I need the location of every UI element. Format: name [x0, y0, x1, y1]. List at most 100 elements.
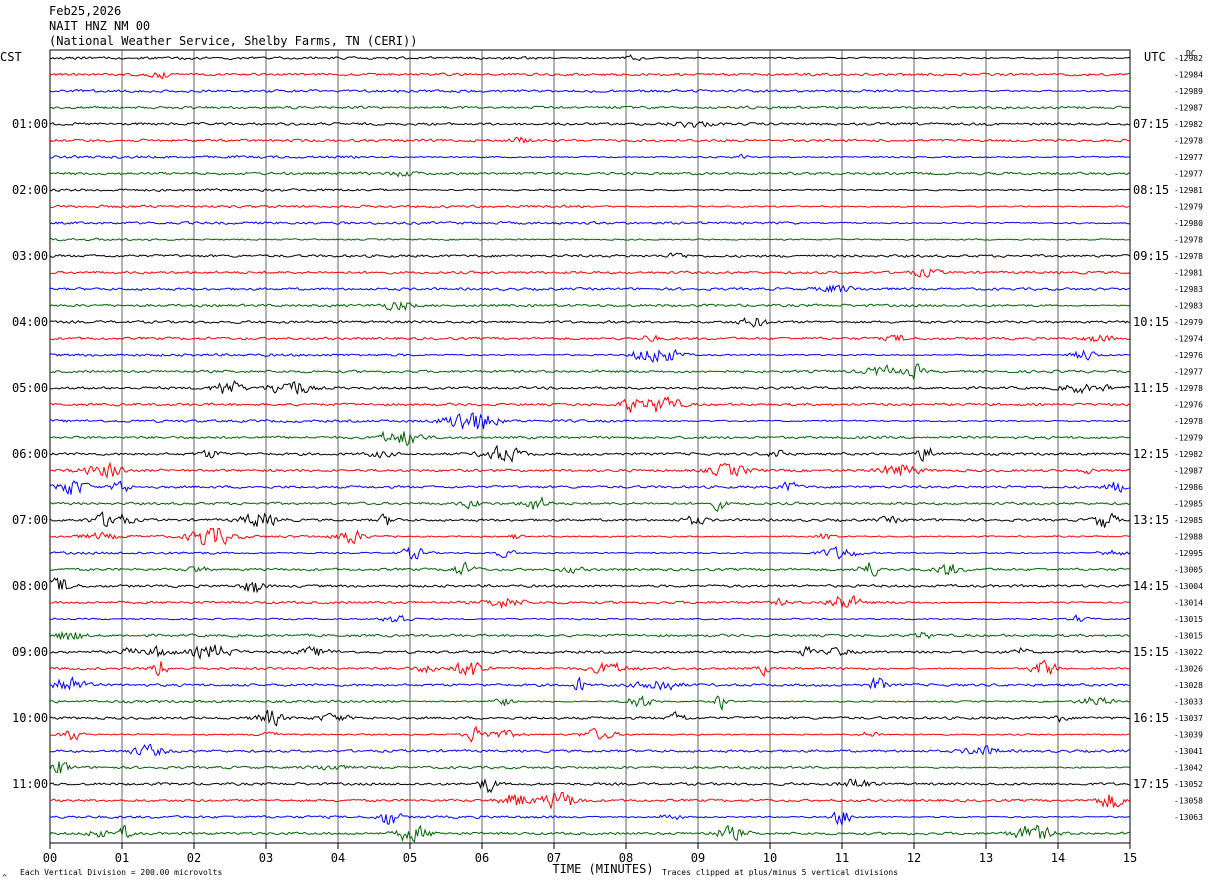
seismic-trace: [49, 644, 1131, 661]
right-timezone-label: UTC: [1144, 50, 1166, 64]
x-tick-label: 02: [187, 851, 201, 865]
dc-offset-label: -12986: [1174, 483, 1203, 492]
hour-label-cst: 07:00: [12, 513, 48, 527]
clipping-note: Traces clipped at plus/minus 5 vertical …: [662, 868, 898, 877]
seismic-trace: [49, 89, 1131, 93]
seismic-trace: [49, 252, 1131, 259]
header-station: NAIT HNZ NM 00: [49, 19, 151, 33]
seismic-trace: [49, 695, 1131, 712]
dc-offset-label: -12987: [1174, 467, 1203, 476]
hour-label-utc: 17:15: [1133, 777, 1169, 791]
seismic-trace: [49, 495, 1131, 512]
dc-offset-label: -12977: [1174, 153, 1203, 162]
seismic-trace: [49, 444, 1131, 464]
x-tick-label: 06: [475, 851, 489, 865]
dc-offset-label: -13022: [1174, 648, 1203, 657]
dc-offset-label: -12977: [1174, 170, 1203, 179]
seismic-trace: [49, 527, 1131, 546]
seismic-trace: [49, 412, 1131, 431]
dc-offset-label: -12978: [1174, 137, 1203, 146]
dc-offset-label: -13058: [1174, 797, 1203, 806]
seismic-trace: [49, 334, 1131, 343]
dc-offset-label: -12985: [1174, 500, 1203, 509]
dc-offset-label: -12982: [1174, 120, 1203, 129]
seismic-trace: [49, 268, 1131, 278]
x-tick-label: 05: [403, 851, 417, 865]
dc-offset-label: -13004: [1174, 582, 1203, 591]
hour-label-utc: 08:15: [1133, 183, 1169, 197]
seismic-trace: [49, 725, 1131, 743]
seismic-trace: [49, 317, 1131, 328]
dc-offset-label: -12979: [1174, 434, 1203, 443]
seismic-trace: [49, 790, 1131, 809]
seismic-trace: [49, 761, 1130, 774]
dc-offset-label: -12978: [1174, 252, 1203, 261]
seismic-trace: [49, 659, 1131, 678]
seismic-trace: [49, 348, 1131, 363]
x-tick-label: 00: [43, 851, 57, 865]
x-tick-label: 12: [907, 851, 921, 865]
dc-offset-label: -13015: [1174, 615, 1203, 624]
dc-offset-label: -12988: [1174, 533, 1203, 542]
hour-label-utc: 11:15: [1133, 381, 1169, 395]
dc-offset-label: -12977: [1174, 368, 1203, 377]
dc-offset-label: -12974: [1174, 335, 1203, 344]
x-tick-label: 10: [763, 851, 777, 865]
x-tick-label: 07: [547, 851, 561, 865]
hour-label-cst: 10:00: [12, 711, 48, 725]
dc-offset-label: -12982: [1174, 450, 1203, 459]
seismic-trace: [49, 811, 1131, 826]
seismic-trace: [49, 545, 1131, 560]
seismic-trace: [49, 120, 1131, 129]
dc-offset-label: -12976: [1174, 401, 1203, 410]
dc-offset-label: -12981: [1174, 186, 1203, 195]
seismic-trace: [49, 220, 1131, 225]
x-tick-label: 14: [1051, 851, 1065, 865]
dc-offset-label: -13063: [1174, 813, 1203, 822]
dc-offset-label: -13042: [1174, 764, 1203, 773]
dc-offset-label: -13052: [1174, 780, 1203, 789]
x-tick-label: 08: [619, 851, 633, 865]
x-tick-label: 03: [259, 851, 273, 865]
dc-offset-label: -12981: [1174, 269, 1203, 278]
seismic-trace: [49, 430, 1130, 447]
seismic-trace: [50, 594, 1130, 610]
corner-mark: ^: [2, 873, 7, 882]
seismic-trace: [49, 676, 1131, 692]
dc-offset-label: -12978: [1174, 384, 1203, 393]
x-axis-title: TIME (MINUTES): [552, 862, 653, 876]
seismic-trace: [49, 136, 1131, 144]
hour-label-utc: 14:15: [1133, 579, 1169, 593]
hour-label-cst: 09:00: [12, 645, 48, 659]
seismic-trace: [49, 511, 1131, 528]
hour-label-utc: 12:15: [1133, 447, 1169, 461]
dc-offset-label: -12983: [1174, 302, 1203, 311]
seismic-trace: [49, 363, 1131, 380]
seismic-trace: [49, 188, 1131, 192]
seismic-trace: [49, 577, 1131, 594]
seismic-trace: [49, 170, 1131, 178]
hour-label-cst: 05:00: [12, 381, 48, 395]
dc-offset-label: -13015: [1174, 632, 1203, 641]
hour-label-cst: 01:00: [12, 117, 48, 131]
hour-label-cst: 03:00: [12, 249, 48, 263]
seismic-trace: [49, 630, 1131, 641]
x-tick-label: 01: [115, 851, 129, 865]
seismic-trace: [49, 777, 1130, 794]
seismic-trace: [49, 461, 1131, 479]
hour-label-utc: 09:15: [1133, 249, 1169, 263]
dc-offset-label: -12979: [1174, 203, 1203, 212]
hour-label-utc: 16:15: [1133, 711, 1169, 725]
seismic-trace: [50, 395, 1131, 413]
dc-offset-label: -13026: [1174, 665, 1203, 674]
dc-offset-label: -13041: [1174, 747, 1203, 756]
seismic-trace: [49, 824, 1131, 843]
dc-offset-label: -13037: [1174, 714, 1203, 723]
seismic-trace: [49, 105, 1131, 110]
dc-offset-label: -13014: [1174, 599, 1203, 608]
dc-offset-label: -12983: [1174, 285, 1203, 294]
x-tick-label: 09: [691, 851, 705, 865]
left-timezone-label: CST: [0, 50, 22, 64]
header-date: Feb25,2026: [49, 4, 122, 18]
